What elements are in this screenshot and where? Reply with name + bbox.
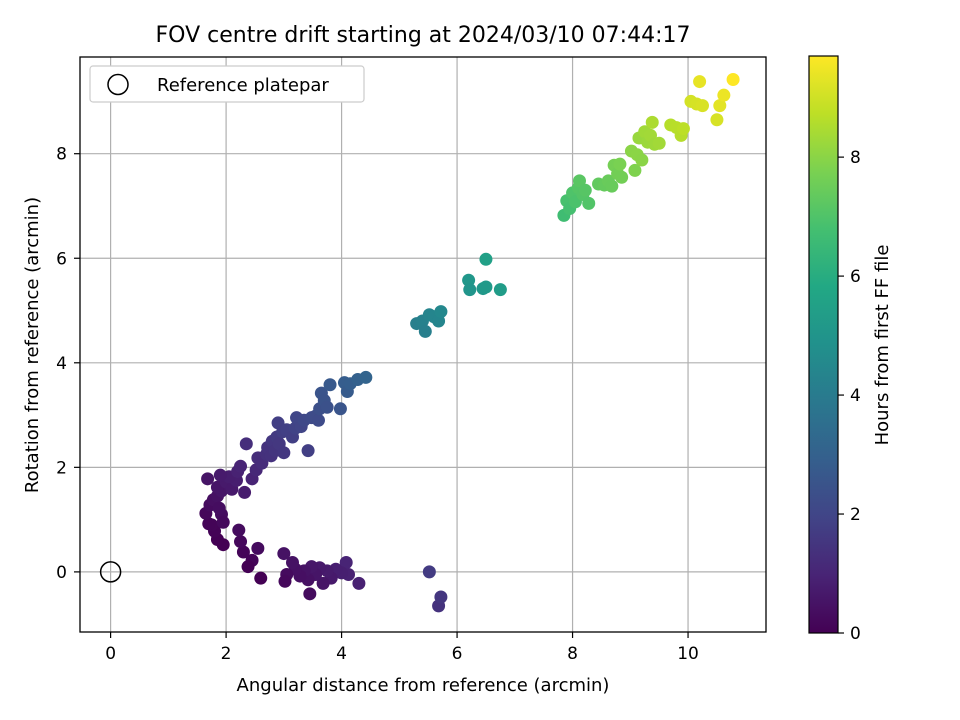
data-point [232, 523, 246, 537]
colorbar-tick-label: 8 [850, 148, 861, 168]
data-point [717, 88, 731, 102]
data-point [710, 113, 724, 127]
data-point [236, 545, 250, 559]
data-point [628, 163, 642, 177]
data-point [676, 122, 690, 136]
data-point [418, 324, 432, 338]
data-point [615, 170, 629, 184]
data-point [277, 446, 291, 460]
data-point [645, 115, 659, 129]
y-tick-label: 6 [56, 249, 67, 269]
data-point [462, 273, 476, 287]
colorbar-tick-label: 2 [850, 505, 861, 525]
data-point [239, 437, 253, 451]
data-point [278, 574, 292, 588]
x-tick-label: 8 [567, 644, 578, 664]
data-point [216, 515, 230, 529]
data-point [333, 402, 347, 416]
x-tick-label: 0 [105, 644, 116, 664]
legend: Reference platepar [89, 65, 365, 103]
data-point [285, 555, 299, 569]
x-tick-label: 2 [221, 644, 232, 664]
x-axis-ticks: 0 2 4 6 8 10 [105, 632, 699, 664]
x-tick-label: 6 [452, 644, 463, 664]
data-point [693, 75, 707, 89]
data-point [234, 459, 248, 473]
data-point [213, 468, 227, 482]
data-point [311, 413, 325, 427]
grid-lines [80, 57, 766, 632]
data-point [238, 485, 252, 499]
data-point [254, 571, 268, 585]
colorbar-tick-label: 4 [850, 386, 861, 406]
data-point [582, 196, 596, 210]
legend-reference-label: Reference platepar [157, 75, 329, 96]
data-point [613, 157, 627, 171]
data-point [201, 472, 215, 486]
colorbar-label: Hours from first FF file [872, 245, 893, 446]
data-point [463, 283, 477, 297]
colorbar [808, 55, 839, 634]
chart-title: FOV centre drift starting at 2024/03/10 … [156, 23, 691, 48]
x-tick-label: 4 [336, 644, 347, 664]
data-point [635, 153, 649, 167]
data-point [479, 280, 493, 294]
y-tick-label: 8 [56, 145, 67, 165]
data-point [479, 252, 493, 266]
data-point [434, 590, 448, 604]
data-point [320, 400, 334, 414]
colorbar-tick-label: 6 [850, 267, 861, 287]
data-point [323, 378, 337, 392]
data-point [422, 565, 436, 579]
data-point [202, 517, 216, 531]
data-point [572, 174, 586, 188]
data-point [352, 576, 366, 590]
data-point [241, 560, 255, 574]
data-point [359, 370, 373, 384]
data-points [99, 72, 740, 613]
data-point [234, 535, 248, 549]
legend-reference-marker [107, 73, 129, 96]
data-point [605, 179, 619, 193]
y-axis-label: Rotation from reference (arcmin) [22, 197, 43, 493]
reference-platepar-marker [99, 561, 122, 583]
y-tick-label: 2 [56, 458, 67, 478]
data-point [726, 72, 740, 86]
data-point [652, 136, 666, 150]
data-point [434, 305, 448, 319]
colorbar-ticks: 0 2 4 6 8 [838, 148, 861, 644]
x-tick-label: 10 [677, 644, 699, 664]
data-point [212, 501, 226, 515]
y-tick-label: 4 [56, 354, 67, 374]
data-point [277, 547, 291, 561]
data-point [301, 444, 315, 458]
y-axis-ticks: 0 2 4 6 8 [56, 145, 80, 583]
legend-box [89, 65, 365, 103]
plot-area-frame [79, 56, 767, 633]
data-point [251, 541, 265, 555]
data-point [303, 587, 317, 601]
y-tick-label: 0 [56, 563, 67, 583]
data-point [578, 183, 592, 197]
data-point [713, 99, 727, 113]
x-axis-label: Angular distance from reference (arcmin) [237, 675, 610, 696]
data-point [316, 576, 330, 590]
data-point [695, 99, 709, 113]
data-point [493, 283, 507, 297]
data-point [339, 555, 353, 569]
colorbar-tick-label: 0 [850, 624, 861, 644]
